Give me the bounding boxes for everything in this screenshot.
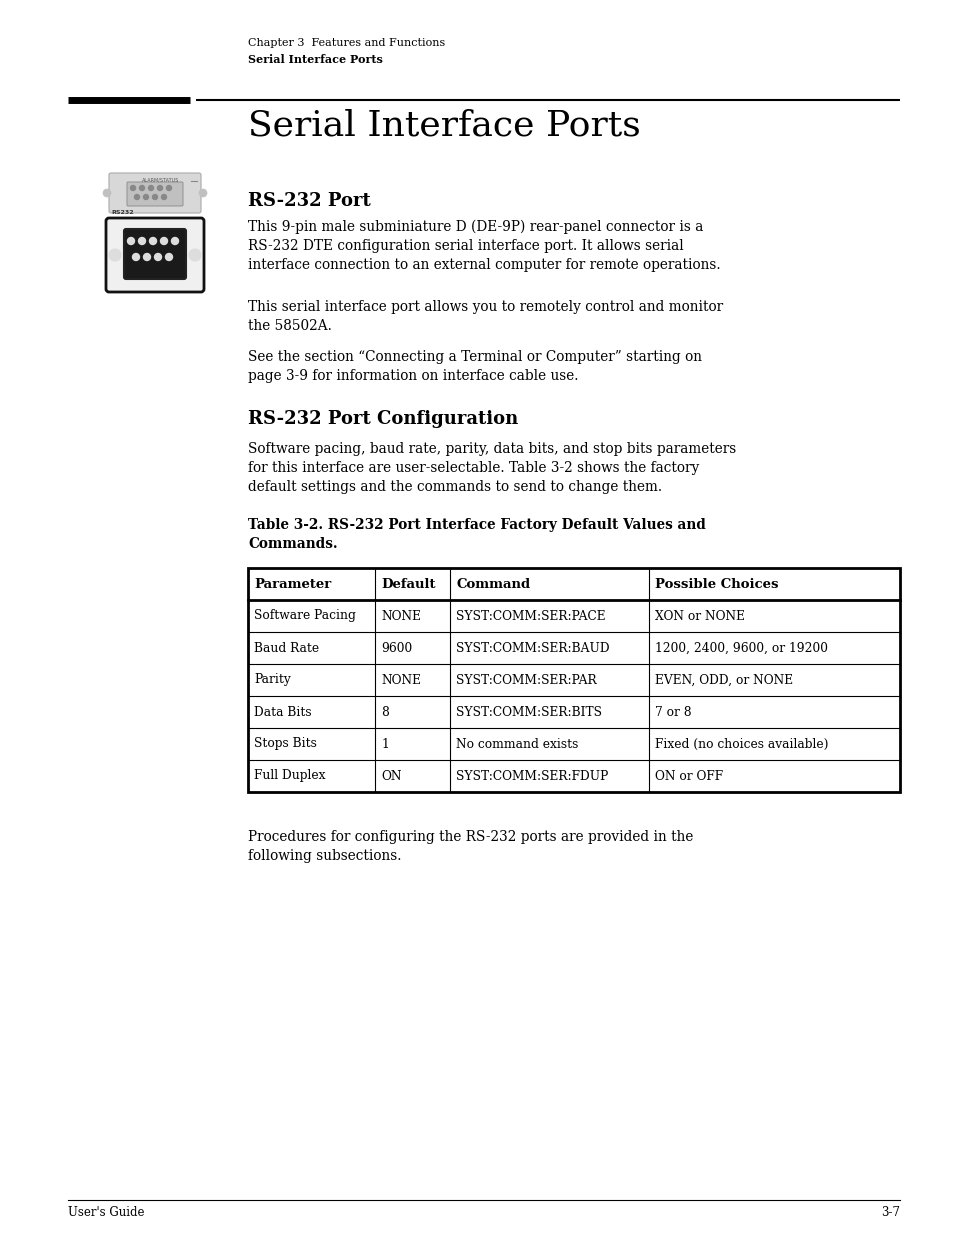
Text: 7 or 8: 7 or 8 xyxy=(655,705,691,719)
Circle shape xyxy=(131,185,135,190)
Text: Serial Interface Ports: Serial Interface Ports xyxy=(248,107,640,142)
Circle shape xyxy=(149,185,153,190)
Circle shape xyxy=(160,237,168,245)
Text: NONE: NONE xyxy=(381,673,420,687)
Text: Parity: Parity xyxy=(253,673,291,687)
Text: SYST:COMM:SER:FDUP: SYST:COMM:SER:FDUP xyxy=(456,769,608,783)
Text: RS-232 Port Configuration: RS-232 Port Configuration xyxy=(248,410,517,429)
Text: 3-7: 3-7 xyxy=(880,1207,899,1219)
Text: Software pacing, baud rate, parity, data bits, and stop bits parameters
for this: Software pacing, baud rate, parity, data… xyxy=(248,442,736,494)
Circle shape xyxy=(109,249,121,261)
Text: SYST:COMM:SER:PAR: SYST:COMM:SER:PAR xyxy=(456,673,597,687)
Text: Serial Interface Ports: Serial Interface Ports xyxy=(248,54,382,65)
Text: Default: Default xyxy=(381,578,436,590)
Circle shape xyxy=(154,253,161,261)
Circle shape xyxy=(150,237,156,245)
Text: No command exists: No command exists xyxy=(456,737,578,751)
Circle shape xyxy=(132,253,139,261)
Circle shape xyxy=(138,237,146,245)
Text: XON or NONE: XON or NONE xyxy=(655,610,744,622)
Text: ALARM/STATUS: ALARM/STATUS xyxy=(142,177,179,182)
Text: RS-232 Port: RS-232 Port xyxy=(248,191,371,210)
Circle shape xyxy=(143,253,151,261)
Text: RS232: RS232 xyxy=(111,210,133,215)
Text: SYST:COMM:SER:PACE: SYST:COMM:SER:PACE xyxy=(456,610,605,622)
Circle shape xyxy=(167,185,172,190)
Text: EVEN, ODD, or NONE: EVEN, ODD, or NONE xyxy=(655,673,792,687)
Circle shape xyxy=(165,253,172,261)
FancyBboxPatch shape xyxy=(106,219,204,291)
Circle shape xyxy=(103,189,111,198)
Text: Possible Choices: Possible Choices xyxy=(655,578,778,590)
Text: Software Pacing: Software Pacing xyxy=(253,610,355,622)
Text: Table 3-2. RS-232 Port Interface Factory Default Values and
Commands.: Table 3-2. RS-232 Port Interface Factory… xyxy=(248,517,705,551)
Circle shape xyxy=(128,237,134,245)
Circle shape xyxy=(152,194,157,200)
FancyBboxPatch shape xyxy=(109,173,201,212)
Circle shape xyxy=(172,237,178,245)
Text: Stops Bits: Stops Bits xyxy=(253,737,316,751)
Circle shape xyxy=(134,194,139,200)
Text: This 9-pin male subminiature D (DE-9P) rear-panel connector is a
RS-232 DTE conf: This 9-pin male subminiature D (DE-9P) r… xyxy=(248,220,720,272)
Text: User's Guide: User's Guide xyxy=(68,1207,144,1219)
Text: SYST:COMM:SER:BITS: SYST:COMM:SER:BITS xyxy=(456,705,601,719)
Text: This serial interface port allows you to remotely control and monitor
the 58502A: This serial interface port allows you to… xyxy=(248,300,722,333)
Text: Chapter 3  Features and Functions: Chapter 3 Features and Functions xyxy=(248,38,445,48)
Text: 9600: 9600 xyxy=(381,641,412,655)
Circle shape xyxy=(157,185,162,190)
Text: 1: 1 xyxy=(381,737,389,751)
Text: 1200, 2400, 9600, or 19200: 1200, 2400, 9600, or 19200 xyxy=(655,641,827,655)
FancyBboxPatch shape xyxy=(124,228,186,279)
Text: Procedures for configuring the RS-232 ports are provided in the
following subsec: Procedures for configuring the RS-232 po… xyxy=(248,830,693,863)
Text: ON: ON xyxy=(381,769,401,783)
Text: ON or OFF: ON or OFF xyxy=(655,769,722,783)
Bar xyxy=(248,568,899,792)
Circle shape xyxy=(143,194,149,200)
Text: Data Bits: Data Bits xyxy=(253,705,312,719)
Circle shape xyxy=(161,194,167,200)
Text: Parameter: Parameter xyxy=(253,578,331,590)
FancyBboxPatch shape xyxy=(127,182,183,206)
Text: Command: Command xyxy=(456,578,530,590)
Text: See the section “Connecting a Terminal or Computer” starting on
page 3-9 for inf: See the section “Connecting a Terminal o… xyxy=(248,350,701,383)
Text: Baud Rate: Baud Rate xyxy=(253,641,319,655)
Text: SYST:COMM:SER:BAUD: SYST:COMM:SER:BAUD xyxy=(456,641,609,655)
Text: Full Duplex: Full Duplex xyxy=(253,769,325,783)
Circle shape xyxy=(139,185,144,190)
Circle shape xyxy=(189,249,201,261)
Text: Fixed (no choices available): Fixed (no choices available) xyxy=(655,737,827,751)
Text: NONE: NONE xyxy=(381,610,420,622)
Circle shape xyxy=(199,189,207,198)
Text: 8: 8 xyxy=(381,705,389,719)
